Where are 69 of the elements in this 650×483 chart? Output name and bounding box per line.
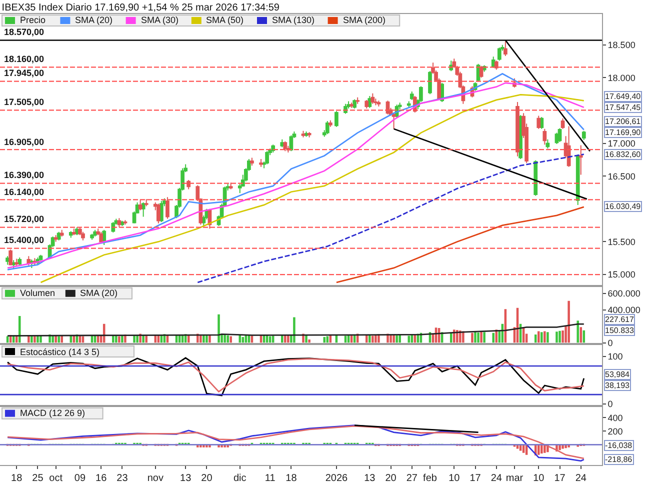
y-tick-label: 15.500: [608, 236, 636, 247]
y-tick-label: 18.500: [608, 40, 636, 50]
y-tick-label: 400.000: [608, 305, 640, 316]
x-tick-label: 17: [470, 473, 482, 483]
ref-line-label: 18.160,00: [4, 54, 44, 64]
ref-line-label: 15.400,00: [4, 235, 44, 245]
legend-label: Precio: [20, 15, 46, 25]
ref-line-label: 17.505,00: [4, 97, 44, 107]
x-tick-label: feb: [423, 473, 438, 483]
ref-line-label: 17.945,00: [4, 68, 44, 78]
annotation: 16.030,49: [605, 202, 642, 211]
y-tick-label: 200: [608, 426, 623, 436]
x-tick-label: 11: [264, 473, 276, 483]
legend-label: SMA (20): [80, 288, 118, 298]
annotation: 38,193: [605, 381, 630, 390]
legend-label: SMA (200): [343, 15, 386, 25]
annotation: 17.169,90: [605, 128, 642, 137]
x-tick-label: 13: [180, 473, 192, 483]
annotation: -16,038: [605, 441, 633, 450]
x-tick-label: 10: [448, 473, 460, 483]
x-tick-label: 24: [575, 473, 587, 483]
annotation: 17.206,61: [605, 117, 642, 126]
y-tick-label: 16.500: [608, 171, 636, 182]
x-tick-label: 10: [533, 473, 545, 483]
ref-line-label: 18.570,00: [4, 27, 44, 37]
legend-label: SMA (50): [206, 15, 244, 25]
x-tick-label: 2026: [325, 473, 348, 483]
x-tick-label: 09: [74, 473, 86, 483]
annotation: 227.617: [605, 315, 634, 324]
annotation: 150.833: [605, 326, 634, 335]
x-tick-label: 18: [11, 473, 23, 483]
y-tick-label: 0: [608, 399, 613, 410]
x-tick-label: nov: [147, 473, 164, 483]
y-tick-label: 15.000: [608, 270, 636, 280]
legend-label: MACD (12 26 9): [20, 408, 86, 418]
y-tick-label: 18.000: [608, 72, 636, 83]
x-tick-label: 13: [364, 473, 376, 483]
x-tick-label: oct: [49, 473, 63, 483]
y-tick-label: 100: [608, 352, 623, 362]
x-tick-label: 24: [490, 473, 502, 483]
annotation: 17.649,40: [605, 92, 642, 101]
x-tick-label: 25: [32, 473, 44, 483]
ref-line-label: 15.720,00: [4, 214, 44, 224]
x-tick-label: 20: [385, 473, 397, 483]
annotation: -218,86: [605, 455, 633, 464]
y-tick-label: 600.000: [608, 288, 640, 299]
legend-label: SMA (20): [75, 15, 113, 25]
y-tick-label: 0: [608, 338, 613, 348]
x-tick-label: 20: [201, 473, 213, 483]
legend-label: SMA (30): [141, 15, 179, 25]
x-tick-label: 23: [116, 473, 128, 483]
legend-label: Estocástico (14 3 5): [20, 347, 100, 357]
annotation: 17.547,45: [605, 103, 642, 112]
ref-line-label: 16.140,00: [4, 187, 44, 197]
legend-label: SMA (130): [272, 15, 315, 25]
ref-line-label: 16.390,00: [4, 170, 44, 180]
y-tick-label: 400: [608, 412, 623, 423]
chart-title: IBEX35 Index Diario 17.169,90 +1,54 % 25 mar 2026 17:34:59: [2, 2, 280, 14]
y-tick-label: 17.000: [608, 138, 636, 148]
x-tick-label: mar: [506, 473, 524, 483]
x-tick-label: 18: [286, 473, 298, 483]
annotation: 53,984: [605, 370, 630, 379]
x-tick-label: 17: [554, 473, 566, 483]
ref-line-label: 16.905,00: [4, 137, 44, 147]
annotation: 16.832,60: [605, 150, 642, 159]
x-tick-label: 27: [406, 473, 418, 483]
x-tick-label: 16: [96, 473, 108, 483]
x-tick-label: dic: [233, 473, 246, 483]
legend-label: Volumen: [20, 288, 56, 298]
